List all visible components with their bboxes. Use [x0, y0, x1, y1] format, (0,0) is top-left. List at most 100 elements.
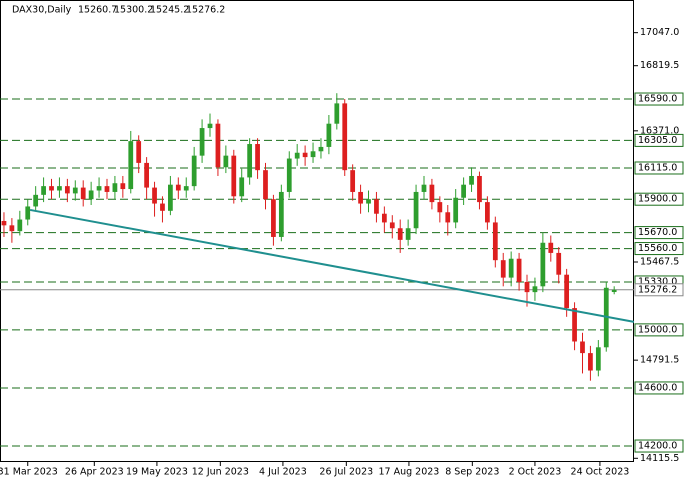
candle-body: [389, 222, 395, 229]
level-label-box: [634, 381, 684, 395]
candle-body: [532, 286, 538, 293]
y-tick-label: 14115.5: [640, 453, 679, 464]
y-tick-label: 14791.5: [640, 355, 679, 366]
candle-body: [223, 155, 229, 168]
x-tick-label: 24 Oct 2023: [571, 467, 630, 478]
candle-body: [595, 347, 601, 371]
level-label-box: [634, 439, 684, 453]
candle-body: [88, 190, 94, 200]
current-price-label: 15276.2: [638, 284, 677, 295]
candle-body: [318, 146, 324, 152]
candle-body: [453, 197, 459, 223]
plot-frame: [0, 0, 634, 462]
candle-body: [96, 186, 102, 191]
level-label-box: [634, 133, 684, 147]
level-label-box: [634, 161, 684, 175]
candle-body: [540, 242, 546, 287]
candle-body: [358, 191, 363, 204]
ohlc-close: 15276.2: [186, 5, 225, 16]
candle-body: [405, 228, 411, 240]
candle-body: [72, 187, 78, 194]
ohlc-open: 15260.7: [78, 5, 117, 16]
candle-body: [57, 186, 62, 191]
candle-body: [120, 183, 126, 190]
candle-body: [445, 212, 451, 223]
x-tick-label: 26 Jul 2023: [319, 467, 373, 478]
level-label-box: [634, 242, 684, 256]
candle-body: [231, 155, 237, 197]
candle-body: [33, 194, 39, 207]
candle-body: [302, 152, 308, 158]
candle-body: [334, 103, 340, 124]
y-tick-label: 16819.5: [640, 60, 679, 71]
x-tick-label: 2 Oct 2023: [509, 467, 562, 478]
candle-body: [136, 141, 142, 163]
candle-body: [183, 186, 189, 191]
candle-body: [381, 213, 387, 223]
ohlc-low: 15245.2: [150, 5, 189, 16]
level-label: 16305.0: [638, 135, 677, 146]
candle-body: [374, 199, 379, 214]
level-label-box: [634, 323, 684, 337]
candle-body: [508, 258, 514, 278]
candle-body: [437, 202, 443, 213]
candle-body: [160, 203, 165, 211]
level-label: 14200.0: [638, 441, 677, 452]
x-tick-label: 31 Mar 2023: [0, 467, 58, 478]
trendline: [29, 208, 635, 323]
candle-body: [239, 177, 245, 197]
candle-body: [492, 222, 498, 261]
candle-body: [611, 289, 617, 293]
candle-body: [477, 175, 482, 203]
candle-body: [397, 228, 403, 240]
x-tick-label: 8 Sep 2023: [445, 467, 499, 478]
candle-body: [144, 162, 149, 188]
candle-body: [326, 123, 332, 147]
candle-body: [469, 175, 474, 185]
level-label-box: [634, 226, 684, 240]
candle-body: [564, 274, 570, 309]
candle-body: [152, 187, 157, 204]
candle-body: [168, 184, 173, 211]
candle-body: [215, 123, 221, 168]
candle-body: [17, 219, 23, 232]
candle-body: [461, 184, 466, 198]
candle-body: [572, 308, 577, 342]
current-price-box: [634, 283, 684, 297]
candle-body: [128, 141, 134, 190]
candle-body: [112, 183, 118, 192]
candle-body: [263, 170, 268, 200]
candle-body: [421, 184, 427, 192]
candle-body: [247, 144, 253, 178]
level-label: 16590.0: [638, 94, 677, 105]
level-label: 15670.0: [638, 227, 677, 238]
candle-body: [255, 144, 260, 171]
level-label: 15900.0: [638, 194, 677, 205]
level-label: 15560.0: [638, 243, 677, 254]
level-label-box: [634, 192, 684, 206]
candle-body: [175, 184, 181, 191]
candle-body: [516, 258, 522, 282]
candle-body: [310, 151, 316, 158]
candle-body: [80, 187, 86, 200]
candle-body: [580, 341, 585, 354]
candle-body: [524, 281, 530, 293]
level-label: 16115.0: [638, 162, 677, 173]
y-tick-label: 16371.0: [640, 125, 679, 136]
candle-body: [199, 128, 205, 156]
candle-body: [104, 186, 110, 192]
level-label-box: [634, 92, 684, 106]
y-tick-label: 15467.5: [640, 256, 679, 267]
candle-body: [271, 199, 276, 237]
header: DAX30,Daily 15260.7 15300.2 15245.2 1527…: [12, 5, 225, 16]
x-tick-label: 17 Aug 2023: [379, 467, 440, 478]
x-tick-label: 4 Jul 2023: [259, 467, 307, 478]
x-tick-label: 26 Apr 2023: [65, 467, 124, 478]
candle-body: [429, 184, 435, 203]
candle-body: [485, 202, 490, 223]
x-tick-label: 12 Jun 2023: [192, 467, 249, 478]
candle-body: [207, 123, 213, 129]
candle-body: [413, 191, 419, 229]
candle-body: [49, 186, 54, 191]
